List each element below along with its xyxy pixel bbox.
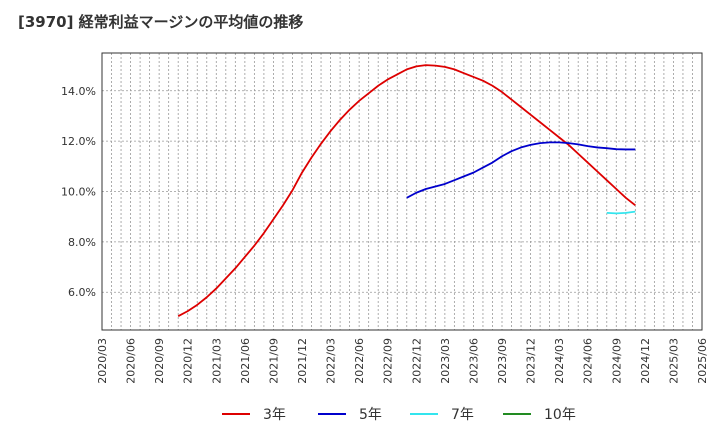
x-tick-label: 2024/12 xyxy=(639,338,652,384)
x-tick-label: 2023/03 xyxy=(439,338,452,384)
legend-label-3: 10年 xyxy=(544,407,576,423)
series-line-0 xyxy=(177,64,636,317)
x-axis: 2020/03 2020/06 2020/09 2020/12 2021/03 2021/… xyxy=(96,338,709,384)
x-tick-label: 2021/03 xyxy=(210,338,223,384)
x-tick-label: 2025/06 xyxy=(696,338,709,384)
x-tick-label: 2023/09 xyxy=(496,338,509,384)
x-tick-label: 2021/12 xyxy=(296,338,309,384)
series-lines xyxy=(177,64,636,317)
y-tick-label: 14.0% xyxy=(61,85,96,98)
y-axis: 6.0% 8.0% 10.0% 12.0% 14.0% xyxy=(61,85,96,299)
x-tick-label: 2021/09 xyxy=(267,338,280,384)
x-tick-label: 2023/12 xyxy=(525,338,538,384)
x-tick-label: 2022/06 xyxy=(353,338,366,384)
x-tick-label: 2023/06 xyxy=(467,338,480,384)
legend-label-1: 5年 xyxy=(359,407,382,423)
grid xyxy=(102,53,702,330)
x-tick-label: 2021/06 xyxy=(239,338,252,384)
x-tick-label: 2024/09 xyxy=(610,338,623,384)
chart-title: [3970] 経常利益マージンの平均値の推移 xyxy=(18,13,303,31)
x-tick-label: 2022/12 xyxy=(410,338,423,384)
legend-label-2: 7年 xyxy=(451,407,474,423)
x-tick-label: 2025/03 xyxy=(667,338,680,384)
x-tick-label: 2020/03 xyxy=(96,338,109,384)
x-tick-label: 2022/09 xyxy=(382,338,395,384)
series-line-1 xyxy=(406,141,636,199)
x-tick-label: 2020/12 xyxy=(182,338,195,384)
y-tick-label: 10.0% xyxy=(61,186,96,199)
x-tick-label: 2024/03 xyxy=(553,338,566,384)
legend: 3年 5年 7年 10年 xyxy=(222,407,576,423)
y-tick-label: 12.0% xyxy=(61,135,96,148)
x-tick-label: 2020/06 xyxy=(125,338,138,384)
series-line-2 xyxy=(606,210,636,215)
plot-frame xyxy=(101,52,703,331)
legend-label-0: 3年 xyxy=(263,407,286,423)
x-tick-label: 2024/06 xyxy=(582,338,595,384)
y-tick-label: 8.0% xyxy=(68,236,96,249)
x-tick-label: 2022/03 xyxy=(325,338,338,384)
y-tick-label: 6.0% xyxy=(68,286,96,299)
x-tick-label: 2020/09 xyxy=(153,338,166,384)
